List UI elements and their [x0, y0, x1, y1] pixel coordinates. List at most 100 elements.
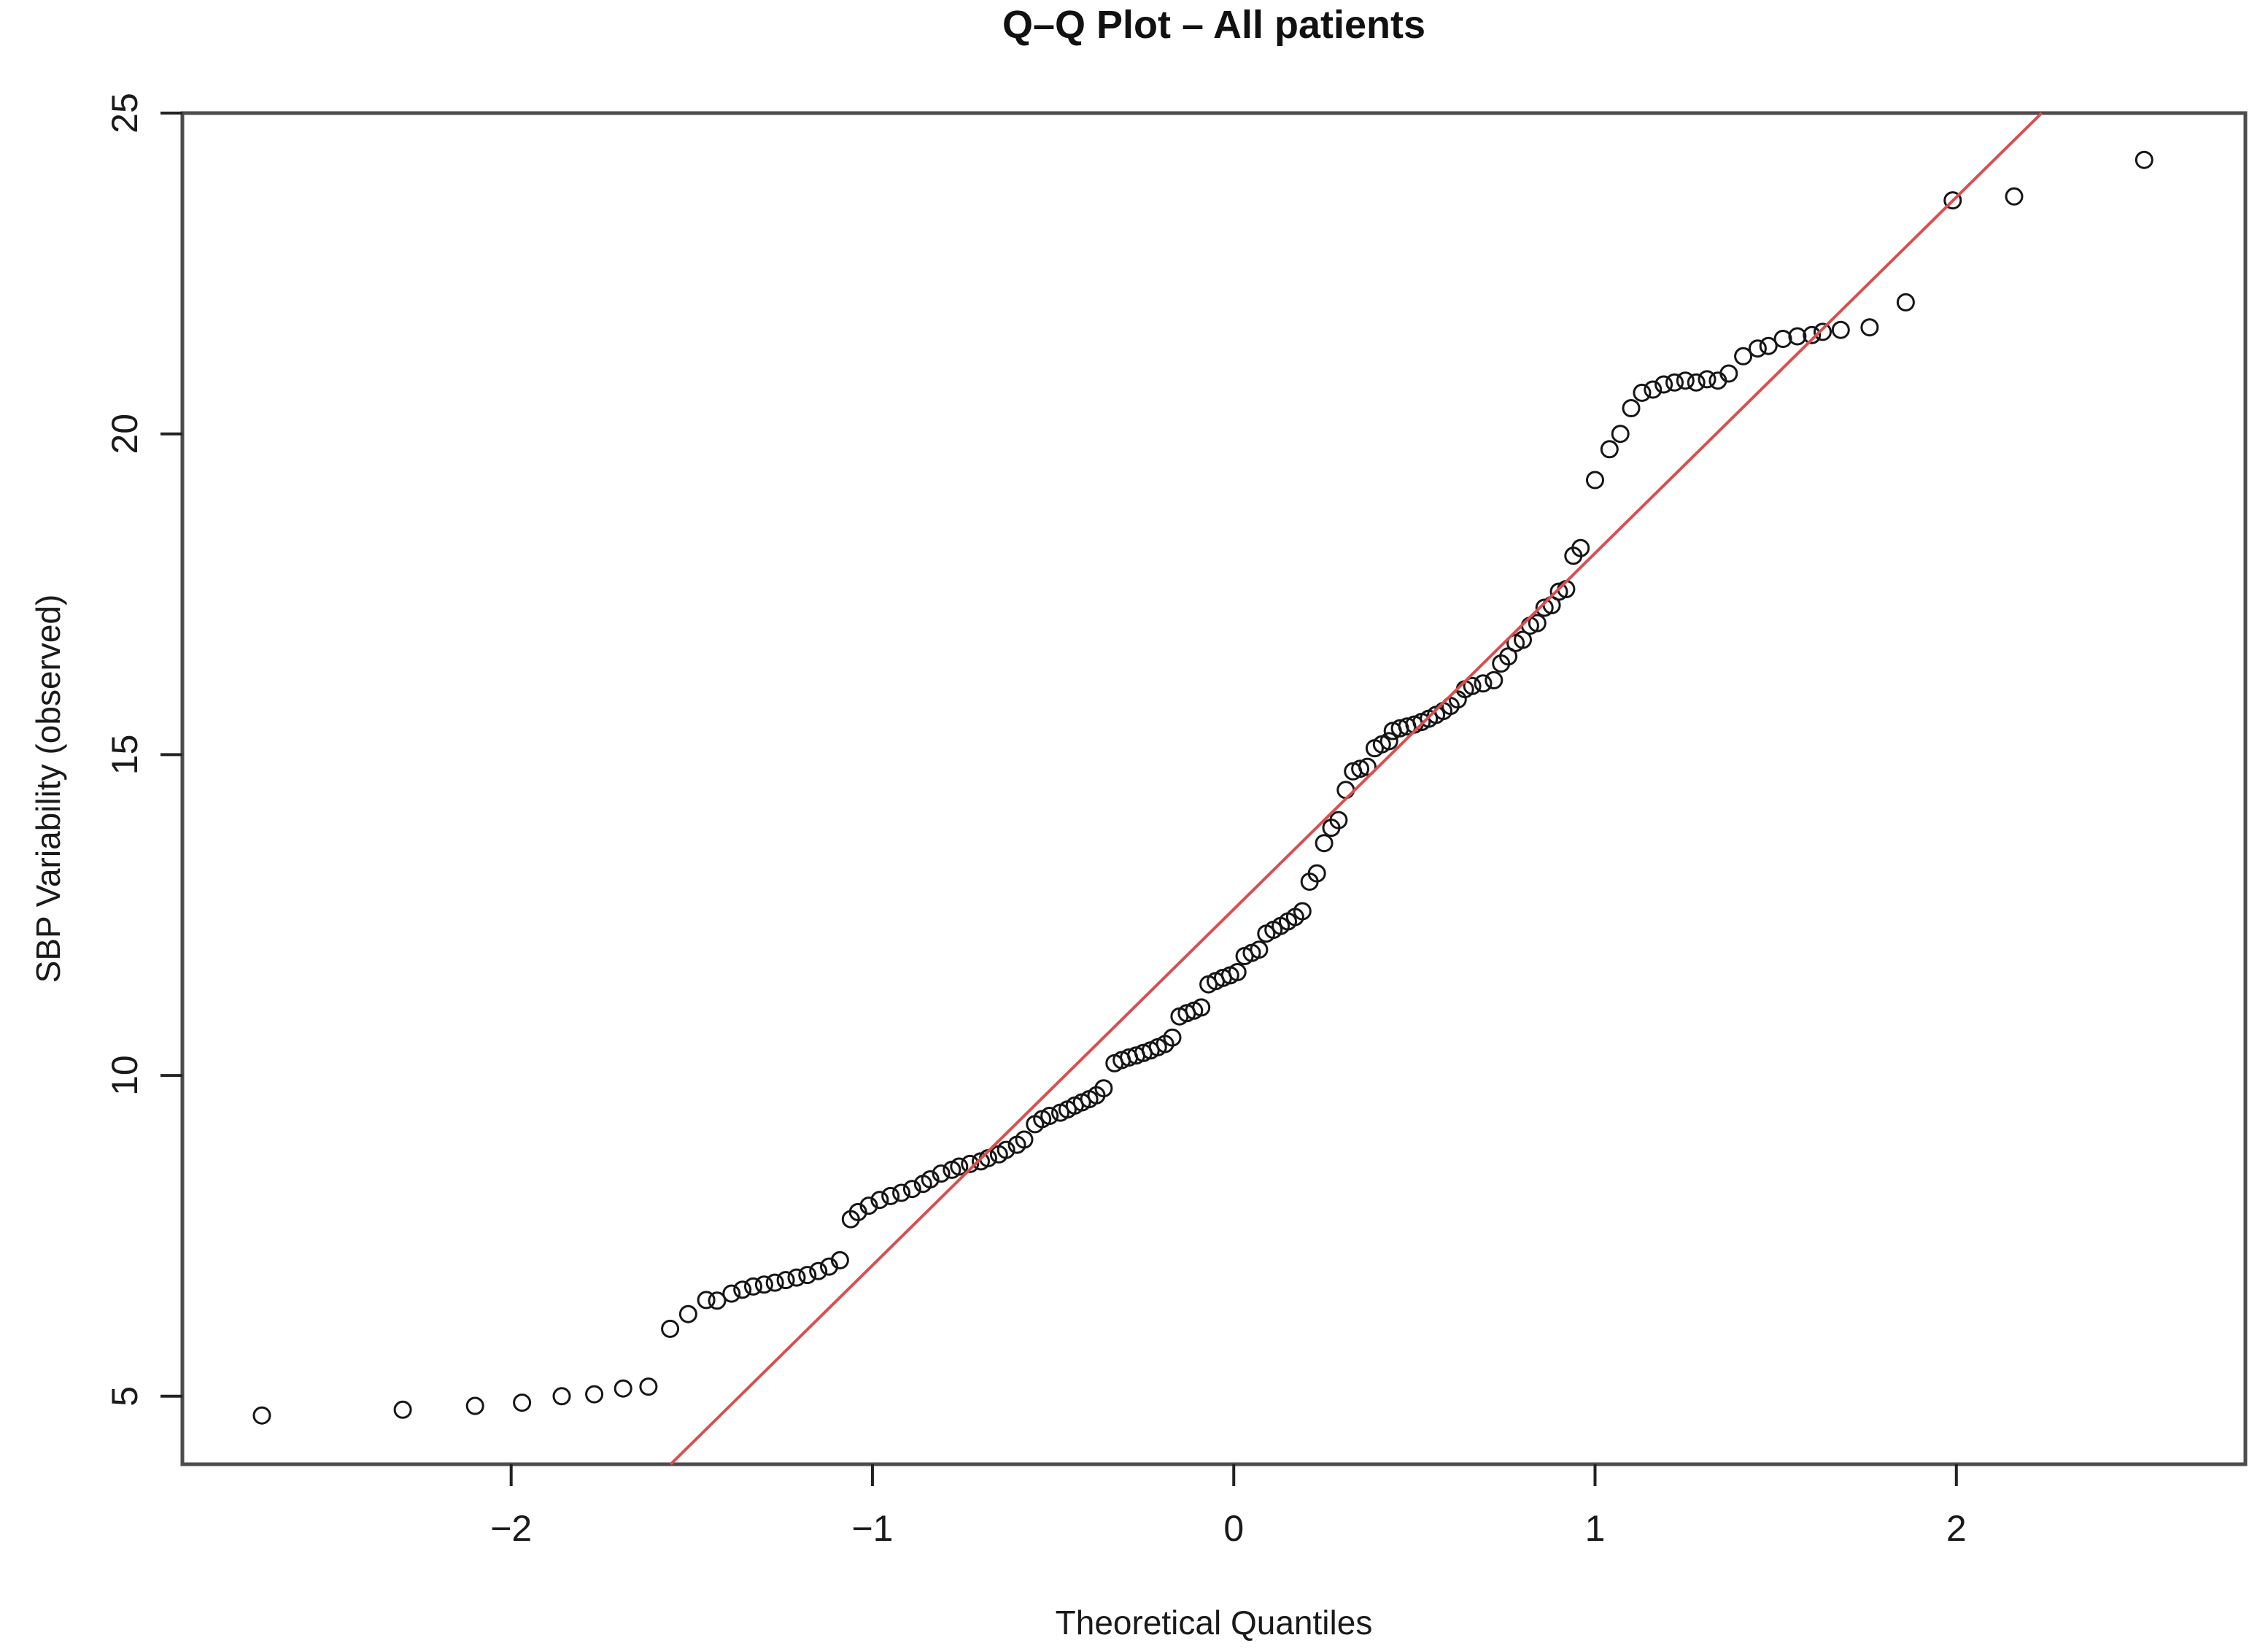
data-point: [1040, 1107, 1059, 1125]
data-point: [1600, 440, 1619, 459]
data-point: [513, 1393, 532, 1412]
data-point: [1485, 670, 1503, 689]
data-point: [1474, 674, 1493, 693]
data-point: [1814, 322, 1832, 341]
data-point: [1358, 757, 1377, 776]
x-tick-label: −1: [851, 1508, 893, 1549]
x-axis-label: Theoretical Quantiles: [1056, 1604, 1373, 1642]
data-point: [1633, 383, 1652, 402]
chart-title: Q–Q Plot – All patients: [1002, 3, 1425, 47]
data-point: [1759, 336, 1778, 355]
x-axis-ticks: [509, 1464, 1958, 1486]
data-point: [921, 1170, 940, 1188]
data-point: [1860, 318, 1879, 337]
data-point: [961, 1154, 980, 1173]
data-point: [1773, 330, 1792, 348]
data-point: [1831, 320, 1850, 339]
data-point: [1307, 864, 1326, 883]
data-point: [1611, 425, 1630, 444]
data-point: [393, 1400, 412, 1419]
data-point: [881, 1186, 900, 1205]
y-axis-ticks: [160, 112, 182, 1398]
data-point: [2135, 150, 2153, 169]
data-point: [1719, 364, 1738, 383]
data-point: [1676, 371, 1695, 390]
data-point: [1315, 834, 1334, 853]
y-axis-tick-labels: 5 10 15 20 25: [104, 93, 145, 1407]
x-tick-label: 0: [1223, 1508, 1244, 1549]
data-point: [950, 1157, 969, 1176]
data-point: [1896, 293, 1915, 312]
data-point: [765, 1273, 784, 1292]
data-point: [1015, 1130, 1034, 1149]
data-point: [1803, 325, 1822, 344]
data-point: [733, 1280, 752, 1299]
data-point: [2005, 187, 2024, 206]
data-point: [1687, 373, 1706, 392]
data-point: [1329, 811, 1348, 830]
data-point: [1379, 732, 1398, 751]
plot-border: [180, 111, 2248, 1466]
data-point: [1192, 998, 1211, 1017]
data-point: [932, 1164, 951, 1183]
data-point: [809, 1261, 828, 1280]
data-point: [722, 1284, 741, 1303]
data-point: [552, 1387, 571, 1406]
data-point: [1943, 191, 1962, 210]
data-point: [1228, 963, 1247, 981]
data-point: [1622, 399, 1641, 417]
data-point: [754, 1275, 773, 1294]
y-tick-label: 10: [104, 1055, 145, 1096]
data-point: [678, 1304, 697, 1323]
data-point: [892, 1183, 911, 1202]
data-point: [902, 1180, 921, 1199]
data-point: [252, 1406, 271, 1425]
scatter-points: [252, 150, 2153, 1425]
y-tick-label: 20: [104, 414, 145, 455]
data-point: [1586, 471, 1604, 490]
data-point: [697, 1291, 716, 1310]
y-axis-label: SBP Variability (observed): [29, 595, 67, 983]
data-point: [1463, 676, 1482, 695]
y-tick-label: 25: [104, 93, 145, 134]
y-tick-label: 5: [104, 1386, 145, 1407]
data-point: [1094, 1079, 1113, 1098]
data-point: [708, 1291, 727, 1310]
data-point: [859, 1196, 878, 1215]
data-point: [639, 1377, 658, 1396]
data-point: [661, 1319, 680, 1338]
data-point: [1665, 373, 1684, 392]
data-point: [614, 1379, 632, 1398]
x-tick-label: −2: [490, 1508, 532, 1549]
qq-reference-line: [669, 112, 2043, 1466]
data-point: [1644, 380, 1663, 399]
data-point: [1698, 370, 1717, 389]
data-point: [1250, 940, 1269, 959]
x-tick-label: 2: [1946, 1508, 1967, 1549]
data-point: [776, 1271, 795, 1290]
data-point: [1748, 339, 1767, 358]
data-point: [744, 1277, 762, 1296]
data-point: [870, 1191, 889, 1210]
data-point: [798, 1266, 817, 1285]
x-tick-label: 1: [1585, 1508, 1606, 1549]
x-axis-tick-labels: −2 −1 0 1 2: [490, 1508, 1967, 1549]
data-point: [1293, 902, 1312, 921]
data-point: [1571, 538, 1590, 557]
y-tick-label: 15: [104, 735, 145, 776]
data-point: [996, 1140, 1015, 1159]
data-point: [830, 1250, 849, 1269]
data-point: [465, 1396, 484, 1415]
data-point: [1528, 614, 1547, 633]
data-point: [787, 1268, 806, 1287]
data-point: [1734, 347, 1753, 366]
data-point: [1654, 375, 1673, 394]
data-point: [1514, 630, 1532, 649]
data-point: [585, 1385, 604, 1404]
data-point: [1351, 759, 1370, 778]
data-point: [1163, 1028, 1182, 1047]
data-point: [1788, 327, 1807, 346]
